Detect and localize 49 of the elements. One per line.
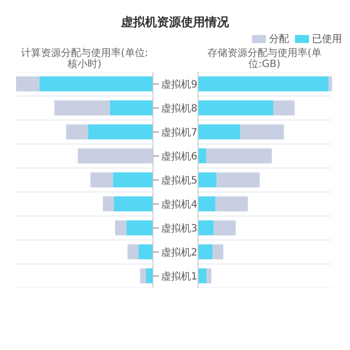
bar — [198, 268, 207, 284]
y-tick-label: 虚拟机7 — [161, 126, 198, 139]
bar — [90, 172, 113, 188]
bar — [88, 124, 153, 140]
bar — [214, 220, 236, 236]
bar — [66, 124, 88, 140]
x-axis-title: 存储资源分配与使用率(单位:GB) — [206, 48, 322, 70]
bar — [198, 148, 206, 164]
x-axis-title: 计算资源分配与使用率(单位:核小时) — [20, 48, 150, 70]
y-tick-label: 虚拟机3 — [161, 222, 198, 235]
y-tick-label: 虚拟机1 — [161, 270, 198, 283]
bar — [114, 196, 153, 212]
bar — [216, 172, 260, 188]
bar — [198, 124, 240, 140]
bar — [198, 220, 214, 236]
bar — [126, 220, 153, 236]
legend-label: 已使用 — [312, 33, 342, 46]
bar — [54, 100, 110, 116]
bar — [215, 196, 248, 212]
bar — [140, 268, 146, 284]
bar — [198, 196, 216, 212]
y-tick-label: 虚拟机2 — [161, 246, 198, 259]
bar — [146, 268, 153, 284]
bar — [240, 124, 284, 140]
bar — [198, 76, 329, 92]
bar — [198, 100, 274, 116]
bar — [273, 100, 295, 116]
bar — [206, 268, 212, 284]
bar — [78, 148, 153, 164]
bar — [39, 76, 153, 92]
bar — [206, 148, 272, 164]
bar — [198, 244, 212, 260]
y-tick-label: 虚拟机8 — [161, 102, 198, 115]
y-tick-label: 虚拟机4 — [161, 198, 198, 211]
bar — [212, 244, 224, 260]
bar — [110, 100, 153, 116]
legend-label: 分配 — [269, 33, 289, 46]
chart-title: 虚拟机资源使用情况 — [120, 14, 230, 31]
bar — [16, 76, 40, 92]
bar — [138, 244, 153, 260]
y-tick-label: 虚拟机6 — [161, 150, 198, 163]
bar — [328, 76, 332, 92]
bar — [128, 244, 138, 260]
bar — [112, 172, 153, 188]
bar — [102, 196, 114, 212]
bar — [115, 220, 126, 236]
bar — [198, 172, 217, 188]
y-tick-label: 虚拟机9 — [161, 78, 198, 91]
y-tick-label: 虚拟机5 — [161, 174, 198, 187]
